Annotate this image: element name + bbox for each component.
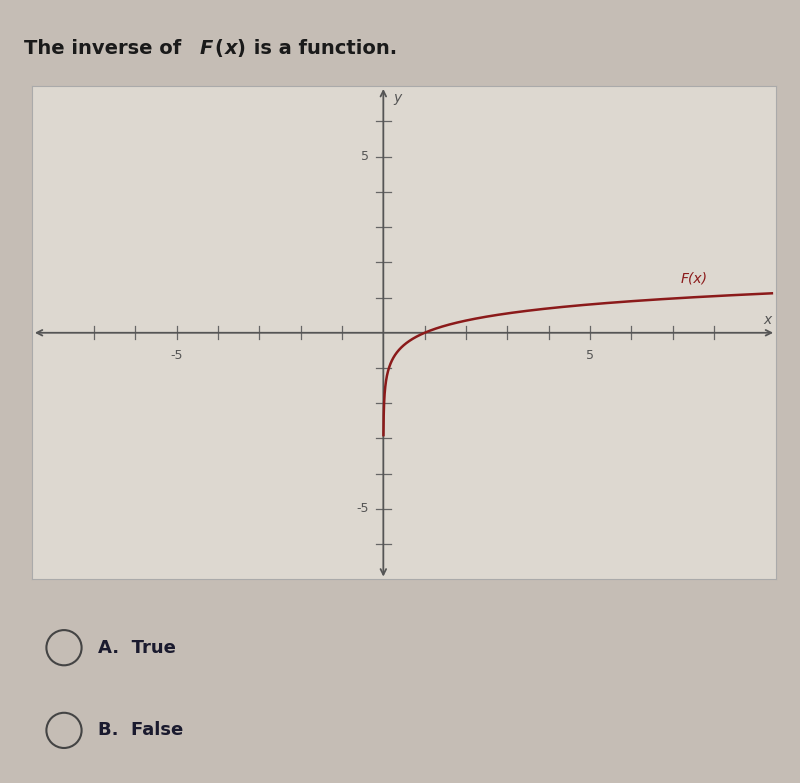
Text: -5: -5	[356, 503, 369, 515]
Text: x: x	[763, 313, 772, 327]
Text: 5: 5	[361, 150, 369, 163]
Text: 5: 5	[586, 348, 594, 362]
Text: ): )	[236, 39, 245, 58]
Text: F: F	[200, 39, 214, 58]
Text: x: x	[224, 39, 237, 58]
Text: (: (	[214, 39, 223, 58]
Text: B.  False: B. False	[98, 721, 183, 739]
Text: F(x): F(x)	[681, 271, 708, 285]
Text: The inverse of: The inverse of	[24, 39, 188, 58]
Text: -5: -5	[170, 348, 183, 362]
Text: A.  True: A. True	[98, 639, 175, 657]
Text: is a function.: is a function.	[247, 39, 398, 58]
Text: y: y	[394, 92, 402, 106]
